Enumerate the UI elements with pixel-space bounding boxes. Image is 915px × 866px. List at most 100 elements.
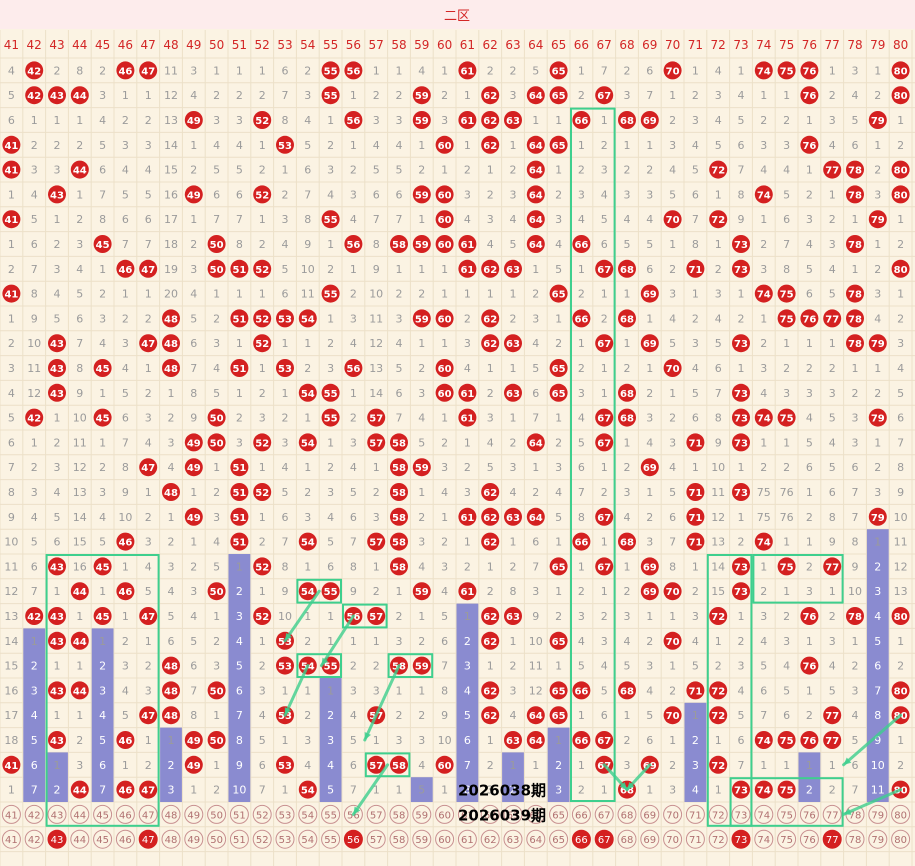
miss-count: 3: [168, 560, 175, 573]
miss-count: 2: [806, 362, 813, 375]
miss-count: 4: [236, 139, 243, 152]
footer-number: 76: [803, 810, 816, 821]
miss-count: 9: [236, 759, 243, 772]
miss-count: 1: [874, 238, 881, 251]
drawn-number: 43: [50, 389, 64, 400]
footer-ball: [663, 804, 683, 824]
drawn-ball: [253, 185, 272, 204]
miss-count: 1: [168, 511, 175, 524]
miss-count: 5: [327, 784, 334, 797]
miss-count: 5: [601, 684, 608, 697]
drawn-number: 58: [392, 463, 406, 474]
drawn-ball: [663, 582, 682, 601]
miss-count: 4: [692, 139, 699, 152]
drawn-ball: [891, 61, 910, 80]
miss-count: 1: [190, 536, 197, 549]
drawn-ball: [549, 284, 568, 303]
miss-count: 2: [829, 610, 836, 623]
miss-count: 3: [646, 660, 653, 673]
miss-count: 9: [122, 486, 129, 499]
miss-count: 3: [783, 387, 790, 400]
footer-number: 79: [871, 835, 884, 846]
miss-count: 1: [236, 64, 243, 77]
miss-count: 1: [259, 362, 266, 375]
footer-ball: [343, 829, 363, 849]
miss-count: 8: [669, 560, 676, 573]
miss-count: 3: [874, 486, 881, 499]
drawn-ball: [93, 359, 112, 377]
miss-count: 4: [31, 709, 38, 722]
footer-number: 75: [780, 810, 793, 821]
miss-count: 7: [464, 759, 471, 772]
miss-count: 2: [510, 164, 517, 177]
miss-count: 13: [164, 114, 178, 127]
drawn-ball: [435, 185, 454, 204]
miss-count: 4: [464, 684, 471, 697]
drawn-number: 75: [780, 414, 794, 425]
miss-count: 3: [99, 89, 106, 102]
miss-count: 4: [578, 213, 585, 226]
miss-count: 2: [418, 635, 425, 648]
trend-arrowhead: [353, 806, 361, 815]
miss-count: 12: [711, 511, 725, 524]
miss-count: 9: [897, 486, 904, 499]
miss-count: 1: [122, 610, 129, 623]
trend-arrow: [842, 788, 903, 816]
drawn-ball: [640, 111, 659, 129]
drawn-number: 60: [438, 215, 452, 226]
drawn-number: 52: [255, 438, 269, 449]
miss-count: 3: [555, 784, 562, 797]
footer-number: 73: [735, 835, 748, 846]
miss-count: 7: [31, 585, 38, 598]
miss-count: 4: [715, 114, 722, 127]
miss-count: 1: [715, 188, 722, 201]
drawn-number: 61: [460, 414, 474, 425]
drawn-ball: [709, 755, 728, 774]
footer-number: 69: [643, 810, 656, 821]
miss-count: 11: [894, 536, 908, 549]
miss-count: 2: [282, 412, 289, 425]
miss-count: 6: [122, 213, 129, 226]
miss-count: 2: [897, 759, 904, 772]
drawn-number: 59: [415, 587, 429, 598]
miss-count: 8: [578, 511, 585, 524]
miss-count: 9: [76, 387, 83, 400]
miss-count: 10: [871, 759, 885, 772]
drawn-number: 75: [780, 66, 794, 77]
miss-count: 2: [555, 759, 562, 772]
drawn-number: 64: [529, 141, 543, 152]
miss-count: 1: [852, 635, 859, 648]
miss-count: 4: [122, 164, 129, 177]
drawn-ball: [777, 284, 796, 303]
drawn-ball: [504, 507, 522, 526]
drawn-ball: [754, 532, 773, 551]
miss-count: 7: [99, 188, 106, 201]
column-header: 59: [414, 38, 429, 52]
miss-count: 2: [624, 585, 631, 598]
miss-count: 1: [555, 734, 562, 747]
footer-ball: [708, 804, 728, 824]
column-header: 53: [277, 38, 292, 52]
drawn-ball: [321, 210, 340, 229]
drawn-number: 69: [643, 463, 657, 474]
drawn-ball: [2, 210, 21, 229]
miss-count: 6: [897, 412, 904, 425]
drawn-number: 72: [711, 215, 725, 226]
miss-count: 8: [236, 734, 243, 747]
drawn-ball: [686, 681, 705, 700]
footer-number: 42: [28, 810, 41, 821]
drawn-ball: [70, 780, 89, 799]
footer-ball: [571, 829, 591, 849]
miss-count: 1: [464, 139, 471, 152]
miss-count: 1: [487, 560, 494, 573]
drawn-ball: [230, 507, 249, 526]
miss-count: 2: [213, 784, 220, 797]
miss-count: 4: [8, 64, 15, 77]
miss-count: 7: [532, 560, 539, 573]
miss-count: 2: [829, 213, 836, 226]
drawn-ball: [344, 235, 363, 253]
miss-count: 1: [874, 64, 881, 77]
drawn-number: 62: [483, 488, 497, 499]
drawn-number: 58: [392, 761, 406, 772]
miss-count: 4: [99, 511, 106, 524]
